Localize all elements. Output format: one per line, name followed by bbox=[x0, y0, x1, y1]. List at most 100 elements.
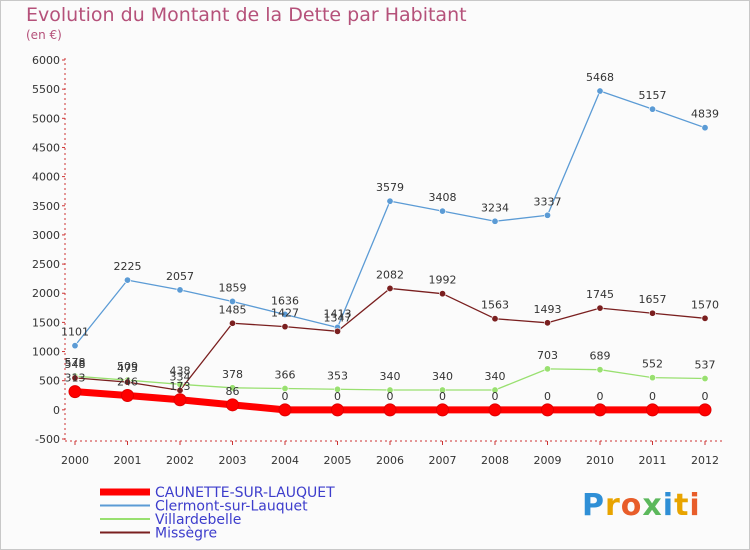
x-tick-label: 2005 bbox=[324, 454, 352, 467]
data-label: 1563 bbox=[481, 299, 509, 312]
data-point bbox=[68, 385, 82, 399]
x-tick-label: 2001 bbox=[114, 454, 142, 467]
data-label: 86 bbox=[226, 385, 240, 398]
y-tick-label: 3500 bbox=[32, 200, 60, 213]
data-label: 378 bbox=[222, 368, 243, 381]
data-point bbox=[229, 384, 237, 392]
x-tick-label: 2002 bbox=[166, 454, 194, 467]
data-point bbox=[71, 374, 79, 382]
y-tick-label: 1500 bbox=[32, 316, 60, 329]
data-label: 1657 bbox=[639, 293, 667, 306]
data-point bbox=[383, 403, 397, 417]
data-labels: 1101 2225 2057 1859 1636 1413 3579 3408 3234 3337… bbox=[61, 71, 719, 403]
y-tick-label: 4500 bbox=[32, 141, 60, 154]
data-label: 1101 bbox=[61, 326, 89, 339]
data-label: 5468 bbox=[586, 71, 614, 84]
data-point bbox=[491, 217, 499, 225]
data-label: 548 bbox=[65, 358, 86, 371]
data-point bbox=[491, 315, 499, 323]
logo-letter: x bbox=[642, 488, 663, 523]
data-label: 438 bbox=[170, 364, 191, 377]
data-point bbox=[438, 386, 446, 394]
data-label: 509 bbox=[117, 360, 138, 373]
data-label: 1859 bbox=[219, 281, 247, 294]
x-tick-label: 2011 bbox=[639, 454, 667, 467]
data-point bbox=[543, 365, 551, 373]
data-point bbox=[543, 319, 551, 327]
data-point bbox=[648, 309, 656, 317]
data-label: 1636 bbox=[271, 294, 299, 307]
data-label: 1427 bbox=[271, 307, 299, 320]
data-label: 0 bbox=[492, 390, 499, 403]
data-point bbox=[229, 297, 237, 305]
data-label: 1992 bbox=[429, 274, 457, 287]
data-label: 3337 bbox=[534, 195, 562, 208]
data-label: 4839 bbox=[691, 108, 719, 121]
data-point bbox=[176, 286, 184, 294]
y-tick-label: 3000 bbox=[32, 229, 60, 242]
legend-label: Clermont-sur-Lauquet bbox=[155, 499, 308, 515]
y-tick-label: 4000 bbox=[32, 171, 60, 184]
data-point bbox=[121, 389, 134, 403]
data-point bbox=[701, 314, 709, 322]
data-label: 703 bbox=[537, 349, 558, 362]
data-label: 475 bbox=[117, 362, 138, 375]
data-point bbox=[648, 374, 656, 382]
data-label: 0 bbox=[282, 390, 289, 403]
data-point bbox=[281, 323, 289, 331]
x-tick-label: 2010 bbox=[586, 454, 614, 467]
logo-letter: t bbox=[674, 488, 690, 523]
data-label: 0 bbox=[439, 390, 446, 403]
data-point bbox=[173, 393, 187, 407]
data-point bbox=[648, 105, 656, 113]
data-label: 0 bbox=[649, 390, 656, 403]
legend-label: CAUNETTE-SUR-LAUQUET bbox=[155, 485, 335, 501]
data-label: 340 bbox=[380, 370, 401, 383]
x-tick-label: 2000 bbox=[61, 454, 89, 467]
logo-letter: r bbox=[605, 488, 621, 523]
data-label: 5157 bbox=[639, 89, 667, 102]
data-label: 1485 bbox=[219, 303, 247, 316]
data-label: 0 bbox=[544, 390, 551, 403]
data-point bbox=[701, 124, 709, 132]
x-tick-label: 2012 bbox=[691, 454, 719, 467]
data-label: 1413 bbox=[324, 307, 352, 320]
data-point bbox=[226, 398, 239, 412]
data-label: 1570 bbox=[691, 298, 719, 311]
y-tick-label: 500 bbox=[39, 375, 60, 388]
y-tick-label: 0 bbox=[53, 404, 60, 417]
data-point bbox=[596, 304, 604, 312]
data-label: 689 bbox=[590, 350, 611, 363]
x-tick-label: 2003 bbox=[219, 454, 247, 467]
data-point bbox=[124, 276, 132, 284]
data-point bbox=[281, 385, 289, 393]
logo-letter: o bbox=[620, 488, 643, 523]
proxiti-logo: Proxiti bbox=[582, 488, 701, 523]
series-line-1 bbox=[74, 90, 706, 347]
chart-subtitle: (en €) bbox=[26, 28, 62, 42]
data-label: 3579 bbox=[376, 181, 404, 194]
data-label: 334 bbox=[170, 370, 191, 383]
data-point bbox=[229, 319, 237, 327]
y-tick-label: 5000 bbox=[32, 112, 60, 125]
data-label: 0 bbox=[702, 390, 709, 403]
y-tick-label: 2500 bbox=[32, 258, 60, 271]
data-point bbox=[596, 366, 604, 374]
data-point bbox=[124, 378, 132, 386]
data-point bbox=[698, 403, 712, 417]
data-point bbox=[71, 342, 79, 350]
data-label: 578 bbox=[65, 356, 86, 369]
x-tick-label: 2007 bbox=[429, 454, 457, 467]
y-tick-label: 6000 bbox=[32, 54, 60, 67]
data-point bbox=[278, 403, 292, 417]
data-point bbox=[491, 386, 499, 394]
data-point bbox=[386, 386, 394, 394]
data-label: 1745 bbox=[586, 288, 614, 301]
legend: CAUNETTE-SUR-LAUQUETClermont-sur-Lauquet… bbox=[100, 485, 335, 542]
data-label: 2082 bbox=[376, 268, 404, 281]
data-point bbox=[281, 310, 289, 318]
data-label: 173 bbox=[170, 380, 191, 393]
data-point bbox=[541, 403, 554, 417]
